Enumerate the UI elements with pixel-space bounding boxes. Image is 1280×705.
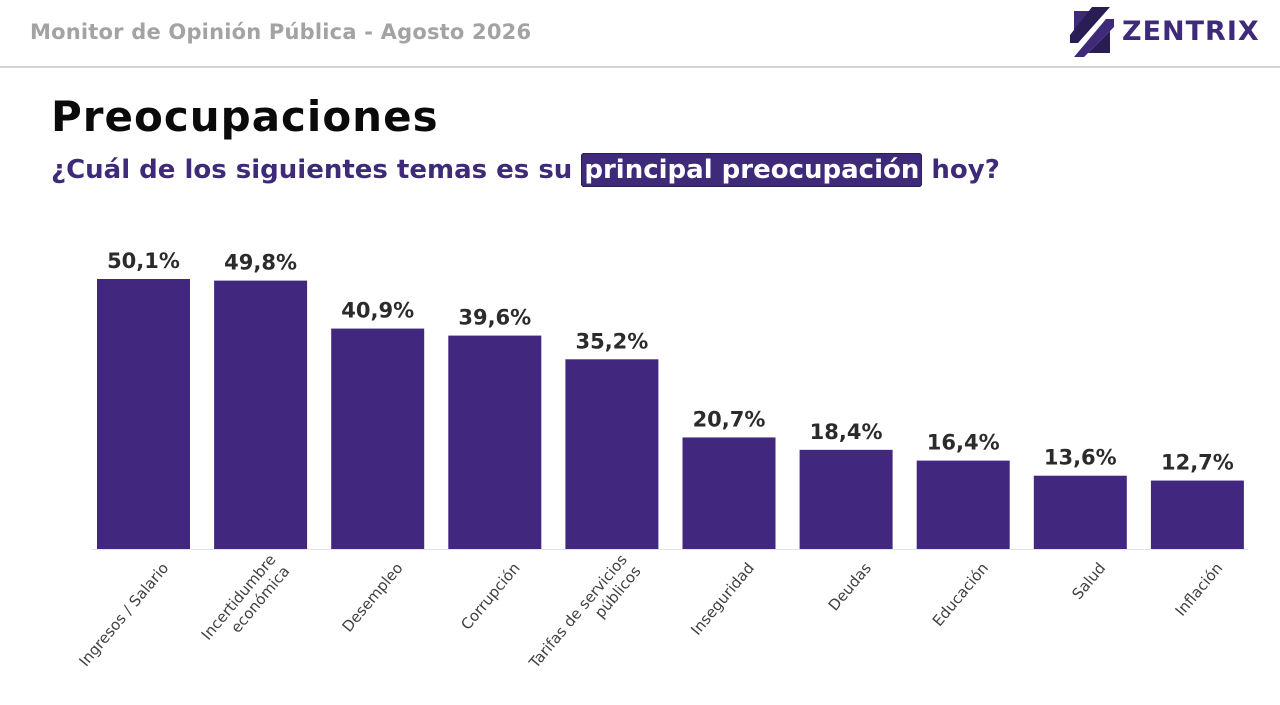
bar-4 (565, 359, 659, 549)
zentrix-logo: ZENTRIX (1070, 5, 1280, 57)
category-label-0-line-0: Ingresos / Salario (75, 559, 172, 670)
data-label-1: 49,8% (224, 251, 297, 275)
bar-9 (1150, 480, 1244, 549)
category-label-4-line-0: Tarifas de servicios (525, 551, 631, 673)
category-label-8-line-0: Salud (1068, 559, 1109, 603)
category-label-9-line-0: Inflación (1172, 559, 1227, 619)
page-title: Preocupaciones (51, 92, 439, 141)
category-label-7: Educación (929, 559, 992, 630)
subtitle-text-before: ¿Cuál de los siguientes temas es su (51, 155, 582, 185)
data-label-3: 39,6% (458, 306, 531, 330)
category-label-3-line-0: Corrupción (457, 559, 523, 633)
header-bar: Monitor de Opinión Pública - Agosto 2026… (0, 0, 1280, 68)
subtitle-highlight: principal preocupación (581, 153, 923, 187)
data-label-2: 40,9% (341, 299, 414, 323)
report-title: Monitor de Opinión Pública - Agosto 2026 (30, 20, 532, 44)
bar-5 (682, 437, 776, 549)
data-label-9: 12,7% (1161, 451, 1234, 475)
bar-8 (1033, 475, 1127, 549)
bar-6 (799, 449, 893, 549)
category-label-7-line-0: Educación (929, 559, 992, 630)
category-label-0: Ingresos / Salario (75, 559, 172, 670)
category-label-9: Inflación (1172, 559, 1227, 619)
category-label-2: Desempleo (338, 559, 406, 635)
page-subtitle: ¿Cuál de los siguientes temas es su prin… (51, 153, 1000, 187)
category-label-8: Salud (1068, 559, 1109, 603)
subtitle-text-after: hoy? (922, 155, 1000, 185)
data-label-5: 20,7% (693, 407, 766, 431)
bar-1 (214, 280, 308, 549)
data-label-4: 35,2% (575, 329, 648, 353)
zentrix-logo-icon (1070, 7, 1114, 57)
category-label-5-line-0: Inseguridad (687, 559, 758, 638)
category-label-6-line-0: Deudas (825, 559, 875, 614)
category-label-1: Incertidumbreeconómica (198, 551, 294, 655)
bar-2 (331, 328, 425, 549)
bar-7 (916, 460, 1010, 549)
data-label-0: 50,1% (107, 249, 180, 273)
category-label-5: Inseguridad (687, 559, 758, 638)
category-label-3: Corrupción (457, 559, 523, 633)
category-label-2-line-0: Desempleo (338, 559, 406, 635)
data-label-8: 13,6% (1044, 446, 1117, 470)
category-label-4: Tarifas de serviciospúblicos (525, 551, 645, 684)
data-label-7: 16,4% (927, 431, 1000, 455)
zentrix-logo-text: ZENTRIX (1122, 16, 1260, 47)
bar-3 (448, 335, 542, 549)
bar-0 (97, 279, 190, 549)
category-label-6: Deudas (825, 559, 875, 614)
data-label-6: 18,4% (810, 420, 883, 444)
